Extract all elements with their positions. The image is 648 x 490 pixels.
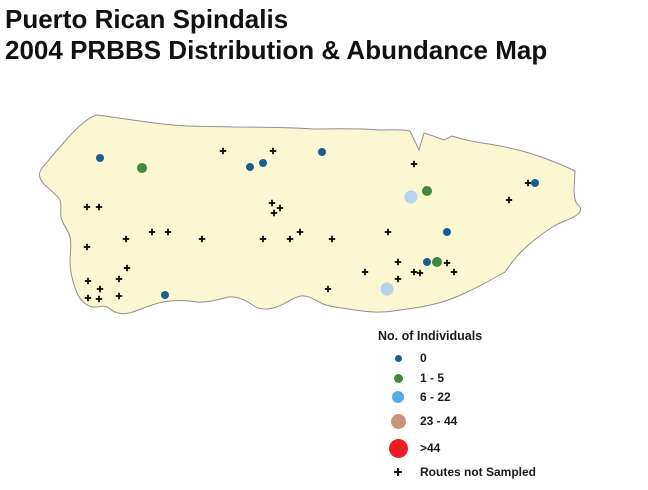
route-not-sampled-cross xyxy=(286,235,294,243)
legend-dot-icon xyxy=(388,438,408,458)
legend-item-label: 6 - 22 xyxy=(420,390,451,404)
route-not-sampled-cross xyxy=(95,203,103,211)
map-title: Puerto Rican Spindalis 2004 PRBBS Distri… xyxy=(5,4,547,66)
abundance-dot-0 xyxy=(423,258,431,266)
route-not-sampled-cross xyxy=(123,264,131,272)
route-not-sampled-cross xyxy=(443,259,451,267)
route-not-sampled-cross xyxy=(410,160,418,168)
route-not-sampled-cross xyxy=(505,196,513,204)
route-not-sampled-cross xyxy=(384,228,392,236)
route-not-sampled-cross xyxy=(276,204,284,212)
abundance-dot-0 xyxy=(246,163,254,171)
route-not-sampled-cross xyxy=(84,277,92,285)
abundance-dot-0 xyxy=(259,159,267,167)
route-not-sampled-cross xyxy=(122,235,130,243)
route-not-sampled-cross xyxy=(115,292,123,300)
route-not-sampled-cross xyxy=(450,268,458,276)
route-not-sampled-cross xyxy=(324,285,332,293)
route-not-sampled-cross xyxy=(270,209,278,217)
route-not-sampled-cross xyxy=(269,147,277,155)
legend-item-label: 0 xyxy=(420,351,427,365)
route-not-sampled-cross xyxy=(416,269,424,277)
abundance-dot-0 xyxy=(96,154,104,162)
route-not-sampled-cross xyxy=(394,275,402,283)
route-not-sampled-cross xyxy=(268,199,276,207)
puerto-rico-island-outline xyxy=(39,114,581,315)
route-not-sampled-cross xyxy=(96,285,104,293)
legend: No. of Individuals 0 1 - 5 6 - 22 23 - 44 >4… xyxy=(378,329,608,487)
route-not-sampled-cross xyxy=(148,228,156,236)
legend-dot-icon xyxy=(393,373,403,383)
legend-item-23-44: 23 - 44 xyxy=(378,411,598,431)
legend-item-label: 23 - 44 xyxy=(420,414,458,428)
route-not-sampled-cross xyxy=(524,179,532,187)
abundance-dot-0 xyxy=(443,228,451,236)
abundance-dot-0 xyxy=(161,291,169,299)
legend-item-label: Routes not Sampled xyxy=(420,465,537,479)
route-not-sampled-cross xyxy=(83,243,91,251)
route-not-sampled-cross xyxy=(115,275,123,283)
legend-item-1-5: 1 - 5 xyxy=(378,368,598,388)
legend-dot-icon xyxy=(394,354,402,362)
legend-dot-icon xyxy=(392,391,404,403)
route-not-sampled-cross xyxy=(198,235,206,243)
abundance-dot-0 xyxy=(318,148,326,156)
legend-title: No. of Individuals xyxy=(378,329,483,343)
route-not-sampled-cross xyxy=(296,228,304,236)
abundance-dot-1-5 xyxy=(432,257,442,267)
route-not-sampled-cross xyxy=(259,235,267,243)
abundance-dot-6-22 xyxy=(380,282,394,296)
route-not-sampled-cross xyxy=(328,235,336,243)
abundance-dot-6-22 xyxy=(404,190,418,204)
route-not-sampled-cross xyxy=(84,294,92,302)
abundance-dot-1-5 xyxy=(137,163,147,173)
title-line-2: 2004 PRBBS Distribution & Abundance Map xyxy=(5,35,548,65)
route-not-sampled-cross xyxy=(410,268,418,276)
route-not-sampled-cross xyxy=(95,295,103,303)
legend-item-label: >44 xyxy=(420,441,441,455)
abundance-dot-0 xyxy=(531,179,539,187)
route-not-sampled-cross xyxy=(219,147,227,155)
map-markers xyxy=(83,147,539,303)
legend-item-44: >44 xyxy=(378,438,598,458)
route-not-sampled-cross xyxy=(361,268,369,276)
abundance-dot-1-5 xyxy=(422,186,432,196)
legend-item-6-22: 6 - 22 xyxy=(378,387,598,407)
route-not-sampled-cross xyxy=(394,258,402,266)
route-not-sampled-cross xyxy=(83,203,91,211)
route-not-sampled-cross xyxy=(164,228,172,236)
legend-item-label: 1 - 5 xyxy=(420,371,445,385)
legend-cross-icon xyxy=(394,468,402,476)
legend-dot-icon xyxy=(390,413,406,429)
legend-item-0: 0 xyxy=(378,348,598,368)
title-line-1: Puerto Rican Spindalis xyxy=(5,4,289,34)
legend-item-routes-not-sampled: Routes not Sampled xyxy=(378,462,598,482)
